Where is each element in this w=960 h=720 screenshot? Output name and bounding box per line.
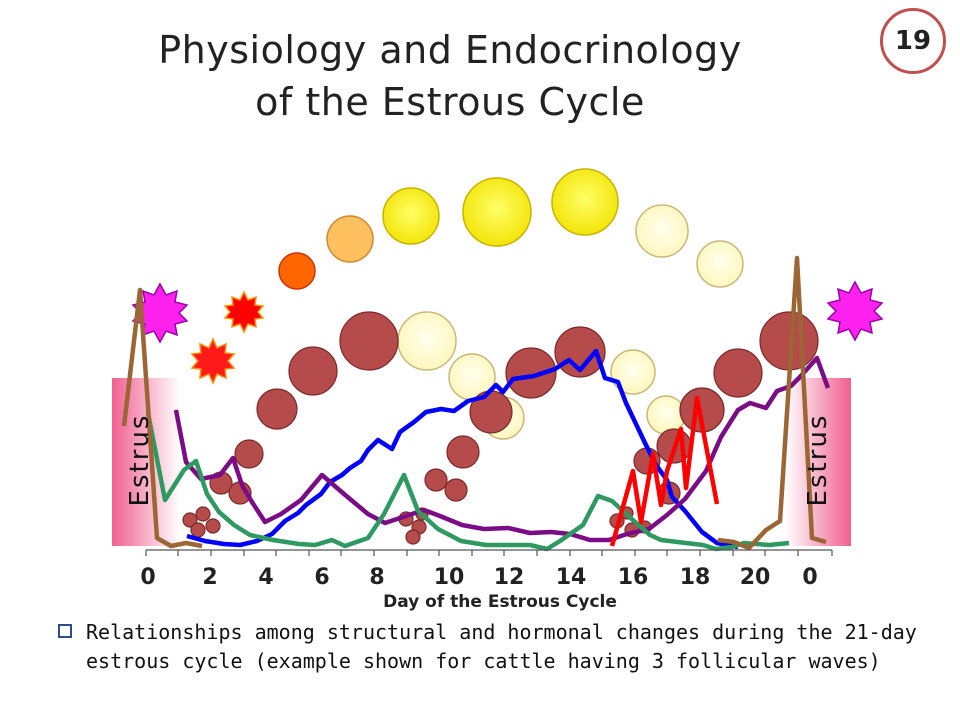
cl-light-orange — [326, 215, 374, 263]
tick-label: 0 — [802, 565, 818, 590]
tick-label: 16 — [617, 565, 649, 590]
title-line-1: Physiology and Endocrinology — [158, 28, 742, 72]
star-magenta-right — [826, 280, 884, 342]
tick-label: 8 — [369, 565, 385, 590]
progesterone-line — [186, 348, 739, 550]
tick-label: 6 — [314, 565, 330, 590]
title-line-2: of the Estrous Cycle — [255, 80, 645, 124]
slide-number-badge: 19 — [880, 8, 946, 74]
follicles — [182, 311, 819, 545]
tick-label: 4 — [258, 565, 274, 590]
checkbox-bullet-icon — [58, 624, 72, 638]
regressing-cl — [397, 311, 686, 440]
x-axis — [145, 549, 833, 556]
tick-label: 20 — [739, 565, 771, 590]
cl-pale-2 — [696, 240, 744, 288]
estradiol-line-right — [717, 255, 827, 551]
estrus-label-right: Estrus — [803, 413, 833, 507]
cl-orange — [278, 252, 316, 290]
prostaglandin-spikes — [609, 395, 720, 547]
tick-label: 0 — [140, 565, 156, 590]
cl-yellow-2 — [462, 177, 532, 247]
estrus-label-left: Estrus — [125, 413, 155, 507]
star-small-red — [190, 337, 236, 385]
cl-yellow-1 — [382, 187, 440, 245]
lh-fsh-line — [173, 355, 831, 543]
star-medium-red — [223, 290, 265, 334]
cl-yellow-3 — [551, 168, 619, 236]
caption-text: Relationships among structural and hormo… — [86, 620, 917, 673]
tick-label: 18 — [679, 565, 711, 590]
x-axis-label: Day of the Estrous Cycle — [383, 592, 617, 612]
tick-label: 14 — [555, 565, 587, 590]
estradiol-line — [121, 287, 203, 549]
tick-label: 2 — [202, 565, 218, 590]
estrus-band-right — [785, 378, 851, 546]
tick-label: 10 — [433, 565, 465, 590]
inhibin-line — [145, 412, 790, 552]
cl-pale-1 — [635, 204, 689, 258]
caption: Relationships among structural and hormo… — [58, 618, 918, 676]
tick-label: 12 — [493, 565, 525, 590]
corpus-luteum-arc — [131, 168, 884, 385]
